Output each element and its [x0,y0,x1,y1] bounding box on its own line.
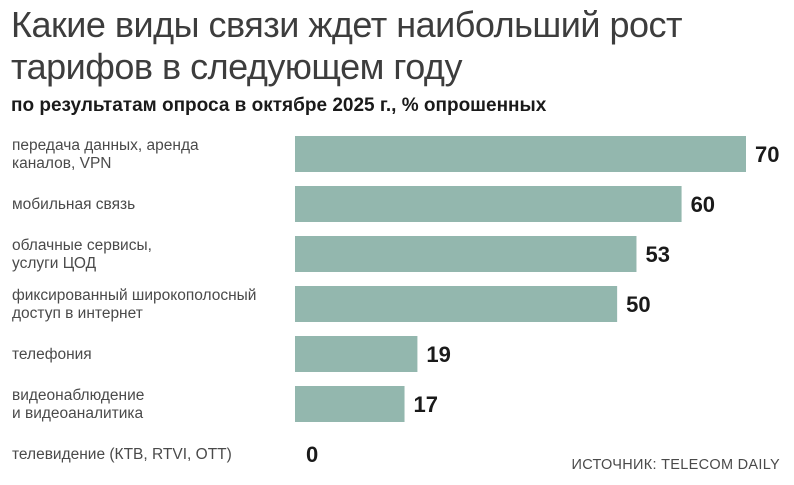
category-label: видеонаблюдение и видеоаналитика [12,387,144,422]
value-label: 53 [645,242,669,267]
bar [295,136,746,172]
value-label: 70 [755,142,779,167]
bar [295,336,418,372]
chart-title: Какие виды связи ждет наибольший рост та… [11,4,682,87]
value-label: 19 [426,342,450,367]
bar [295,386,405,422]
bar [295,286,618,322]
value-label: 60 [691,192,715,217]
category-label: облачные сервисы, услуги ЦОД [12,237,152,272]
category-label: мобильная связь [12,196,135,213]
bar [295,236,637,272]
value-label: 0 [306,442,318,467]
category-label: фиксированный широкополосный доступ в инт… [12,287,256,322]
category-label: передача данных, аренда каналов, VPN [12,137,199,172]
bar [295,186,682,222]
source-note: ИСТОЧНИК: TELECOM DAILY [571,457,780,473]
category-label: телефония [12,346,92,363]
chart-subtitle: по результатам опроса в октябре 2025 г.,… [11,95,547,116]
value-label: 50 [626,292,650,317]
value-label: 17 [414,392,438,417]
category-label: телевидение (КТВ, RTVI, OTT) [12,446,232,463]
